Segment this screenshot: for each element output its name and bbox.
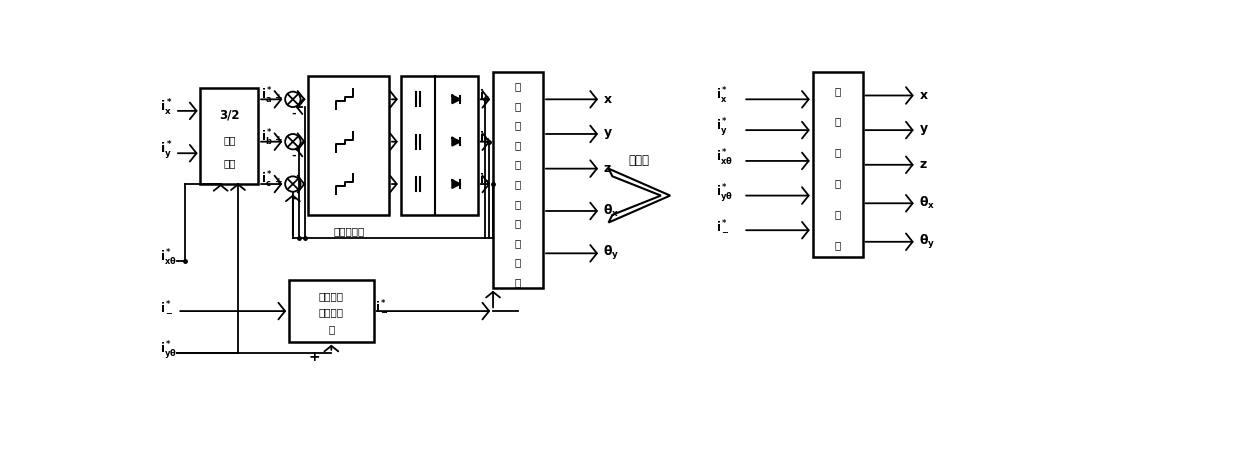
Text: $\theta_x$: $\theta_x$ [603,203,620,219]
Text: $\theta_y$: $\theta_y$ [603,244,620,262]
Text: -: - [291,151,296,161]
Text: 等效为: 等效为 [629,154,650,167]
Text: 象: 象 [835,240,841,250]
Text: $i_{y\theta}^*$: $i_{y\theta}^*$ [160,340,177,361]
Text: 被: 被 [835,147,841,158]
Text: $x$: $x$ [603,93,613,106]
Text: $y$: $y$ [919,123,929,137]
Text: 变换: 变换 [223,135,236,145]
Text: 对: 对 [835,209,841,219]
Text: 飞: 飞 [515,140,521,150]
Text: 轮: 轮 [515,159,521,170]
Text: 模块: 模块 [223,158,236,168]
Text: $i_-^*$: $i_-^*$ [717,219,730,235]
Bar [401,76,477,215]
Text: +: + [275,135,283,144]
Text: $i_x^*$: $i_x^*$ [160,98,174,118]
Text: 态: 态 [515,238,521,248]
Text: $y$: $y$ [603,127,613,141]
Bar [201,88,258,184]
Text: 3/2: 3/2 [219,108,239,121]
Text: 池: 池 [515,199,521,209]
Text: 电: 电 [515,179,521,189]
Text: 型: 型 [515,277,521,287]
Text: $i_-^*$: $i_-^*$ [160,300,175,316]
Text: $i_{x\theta}^*$: $i_{x\theta}^*$ [160,248,177,268]
Text: $z$: $z$ [919,158,928,171]
Bar [494,73,543,288]
Text: $i_-^*$: $i_-^*$ [376,299,389,315]
Text: $\theta_x$: $\theta_x$ [919,195,935,211]
Text: $i_b$: $i_b$ [479,130,491,146]
Text: +: + [309,350,320,364]
Text: 控: 控 [835,178,841,188]
Text: $i_c^*$: $i_c^*$ [260,170,273,190]
Text: -: - [291,193,296,203]
Text: 功率放大: 功率放大 [319,307,343,317]
Text: $i_{x\theta}^*$: $i_{x\theta}^*$ [717,148,733,168]
Text: $i_x^*$: $i_x^*$ [717,86,728,106]
Polygon shape [453,138,460,146]
Text: 磁: 磁 [515,81,521,91]
Text: $i_a$: $i_a$ [479,87,490,103]
Text: 双极性关: 双极性关 [319,291,343,301]
Text: $\theta_y$: $\theta_y$ [919,233,935,251]
Text: $z$: $z$ [603,162,611,175]
Text: $i_a^*$: $i_a^*$ [260,85,273,105]
Polygon shape [453,180,460,188]
Text: $i_b^*$: $i_b^*$ [260,128,273,148]
Text: $i_c$: $i_c$ [479,172,490,188]
Bar [289,280,373,342]
Text: +: + [275,92,283,102]
Bar [812,73,863,257]
Text: $i_{y\theta}^*$: $i_{y\theta}^*$ [717,182,733,203]
Text: 合: 合 [835,117,841,127]
Text: 复: 复 [835,86,841,96]
Polygon shape [453,96,460,103]
Text: 浮: 浮 [515,120,521,130]
Text: +: + [275,177,283,186]
Bar [309,76,389,215]
Text: $x$: $x$ [919,89,929,102]
Text: -: - [291,109,296,119]
Text: 动: 动 [515,219,521,228]
Text: 模: 模 [515,257,521,267]
Text: 悬: 悬 [515,101,521,111]
Text: 器: 器 [329,325,335,334]
Text: $i_y^*$: $i_y^*$ [717,116,728,138]
Text: $i_y^*$: $i_y^*$ [160,139,174,161]
Text: 滞环比较器: 滞环比较器 [334,226,365,237]
